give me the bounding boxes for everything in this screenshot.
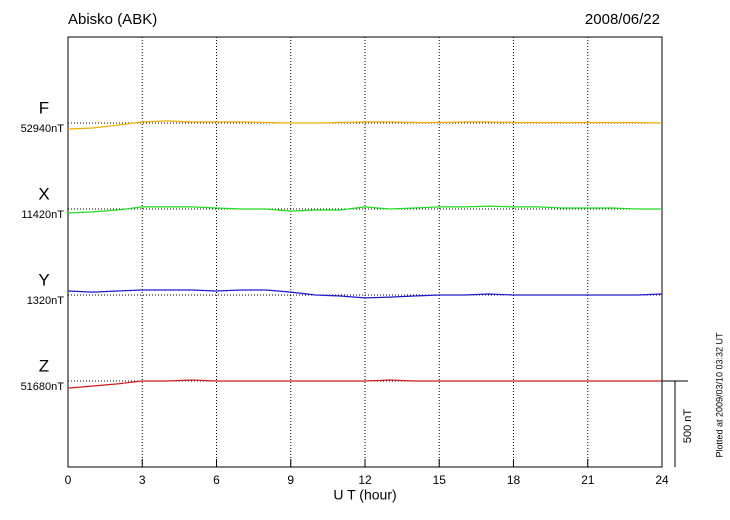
series-name: X: [38, 184, 49, 203]
x-tick-label: 18: [507, 473, 521, 487]
baseline-label: 52940nT: [21, 123, 65, 135]
series-line: [67, 120, 663, 130]
series-line: [67, 379, 662, 389]
baseline-label: 11420nT: [21, 209, 64, 221]
chart-title: Abisko (ABK): [68, 11, 157, 28]
series-name: F: [39, 98, 49, 117]
series-line: [67, 205, 662, 214]
baseline-label: 1320nT: [27, 295, 65, 307]
series-name: Z: [39, 356, 49, 375]
x-tick-label: 21: [581, 473, 595, 487]
baseline-label: 51680nT: [21, 381, 65, 393]
x-axis-label: U T (hour): [333, 487, 396, 503]
series-name: Y: [38, 270, 49, 289]
chart-date: 2008/06/22: [585, 11, 660, 28]
series-line: [67, 289, 663, 299]
x-tick-label: 3: [139, 473, 146, 487]
x-tick-label: 6: [213, 473, 220, 487]
x-tick-label: 9: [287, 473, 294, 487]
x-tick-label: 24: [655, 473, 669, 487]
footnote: Plotted at 2009/03/10 03:32 UT: [714, 332, 724, 458]
x-tick-label: 15: [433, 473, 447, 487]
x-tick-label: 0: [65, 473, 72, 487]
plot-frame: [67, 36, 663, 468]
scale-label: 500 nT: [682, 409, 694, 444]
x-tick-label: 12: [358, 473, 372, 487]
